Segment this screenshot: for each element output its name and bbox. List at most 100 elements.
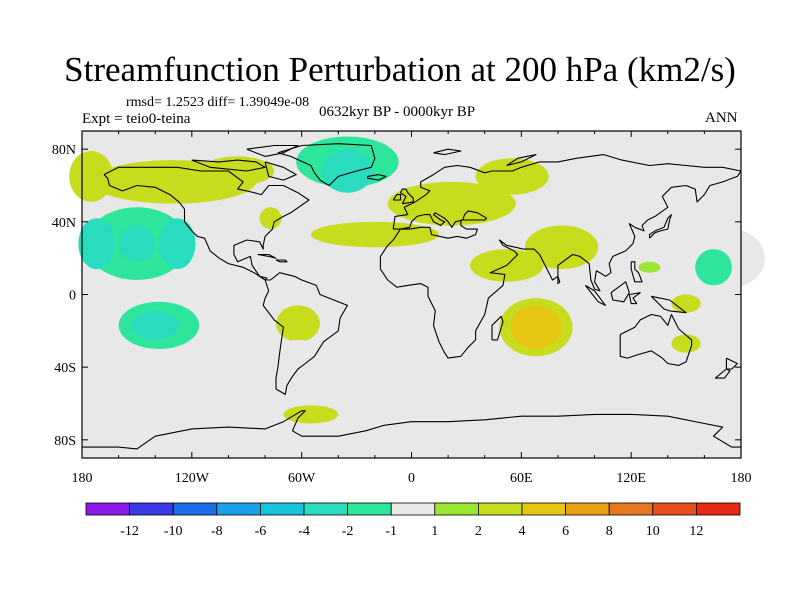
colorbar-swatch bbox=[696, 502, 741, 516]
anomaly-patch-23 bbox=[510, 305, 562, 350]
colorbar-label: 6 bbox=[562, 524, 569, 539]
coastline-novaya-zemlya bbox=[506, 154, 537, 167]
coastline-ireland bbox=[392, 194, 402, 201]
season-label: ANN bbox=[705, 110, 738, 126]
colorbar-label: -4 bbox=[298, 524, 310, 539]
period-subtitle: 0632kyr BP - 0000kyr BP bbox=[319, 104, 476, 120]
anomaly-patch-11 bbox=[276, 339, 320, 359]
coastline-australia bbox=[619, 313, 693, 366]
y-tick-label: 80N bbox=[52, 143, 76, 158]
coastline-iceland bbox=[367, 174, 387, 181]
anomaly-patch-13 bbox=[259, 207, 282, 230]
coastline-madagascar bbox=[491, 315, 504, 341]
anomaly-patch-16 bbox=[310, 221, 439, 248]
x-tick-label: 180 bbox=[72, 471, 93, 486]
colorbar-label: 8 bbox=[606, 524, 613, 539]
y-tick-label: 80S bbox=[54, 434, 76, 449]
coastline-hispaniola bbox=[275, 259, 288, 263]
coastline-antarctica bbox=[82, 410, 741, 450]
anomaly-patch-29 bbox=[634, 303, 738, 340]
anomaly-patch-5 bbox=[118, 225, 156, 262]
experiment-label: Expt = teio0-teina bbox=[82, 111, 191, 127]
colorbar-swatch bbox=[347, 502, 392, 516]
coastline-borneo bbox=[610, 281, 630, 303]
map-panel: 180 120W 60W 0 60E 120E 180 80N 40N 0 40S 80S bbox=[52, 130, 765, 486]
anomaly-patch-31 bbox=[671, 294, 701, 313]
anomaly-patch-12 bbox=[283, 405, 339, 424]
colorbar-label: 1 bbox=[431, 524, 438, 539]
coastline-eurasia-africa bbox=[379, 154, 742, 359]
colorbar-swatch bbox=[565, 502, 610, 516]
coastline-south-america bbox=[262, 272, 348, 395]
anomaly-patch-19 bbox=[557, 154, 668, 199]
coastline-north-america bbox=[103, 166, 310, 281]
coastline-ellesmere bbox=[246, 144, 299, 157]
colorbar-swatch bbox=[521, 502, 566, 516]
colorbar-label: 4 bbox=[519, 524, 526, 539]
x-tick-label: 120W bbox=[175, 471, 210, 486]
y-tick-label: 0 bbox=[69, 289, 76, 304]
anomaly-patch-6 bbox=[158, 218, 196, 270]
colorbar-label: -8 bbox=[211, 524, 223, 539]
anomaly-patch-25 bbox=[524, 225, 599, 270]
anomaly-patch-30 bbox=[671, 334, 701, 353]
colorbar-swatch bbox=[129, 502, 174, 516]
colorbar-label: 10 bbox=[646, 524, 660, 539]
colorbar-label: -12 bbox=[120, 524, 139, 539]
y-tick-label: 40S bbox=[54, 361, 76, 376]
colorbar-swatch bbox=[85, 502, 130, 516]
anomaly-patch-15 bbox=[321, 149, 374, 193]
colorbar-label: 12 bbox=[689, 524, 703, 539]
colorbar-swatch bbox=[608, 502, 654, 516]
x-tick-label: 0 bbox=[408, 471, 415, 486]
coastline-sumatra bbox=[584, 284, 607, 306]
colorbar-swatch bbox=[390, 502, 436, 516]
x-tick-label: 60W bbox=[288, 471, 316, 486]
anomaly-patch-17 bbox=[387, 181, 516, 226]
colorbar-swatch bbox=[216, 502, 261, 516]
y-tick-label: 40N bbox=[52, 216, 76, 231]
colorbar-label: -1 bbox=[385, 524, 397, 539]
x-tick-label: 120E bbox=[616, 471, 646, 486]
coastline-baffin bbox=[264, 161, 297, 181]
coastline-new-zealand bbox=[725, 357, 738, 370]
coastline-nz-south bbox=[714, 368, 731, 379]
colorbar-swatch bbox=[303, 502, 348, 516]
anomaly-patch-10 bbox=[279, 261, 324, 284]
coastline-sri-lanka bbox=[557, 276, 561, 285]
colorbar-label: 2 bbox=[475, 524, 482, 539]
anomaly-patch-21 bbox=[396, 301, 500, 331]
coastline-sri-sulawesi bbox=[628, 292, 641, 305]
colorbar-swatch bbox=[172, 502, 218, 516]
colorbar-swatch bbox=[434, 502, 479, 516]
plot-title: Streamfunction Perturbation at 200 hPa (… bbox=[64, 50, 736, 89]
stats-line: rmsd= 1.2523 diff= 1.39049e-08 bbox=[126, 95, 310, 110]
axis-ticks: 180 120W 60W 0 60E 120E 180 80N 40N 0 40S 80S bbox=[52, 131, 752, 486]
colorbar-swatch bbox=[259, 502, 305, 516]
coastline-philippines bbox=[630, 261, 643, 283]
colorbar-label: -10 bbox=[164, 524, 183, 539]
colorbar: -12 -10 -8 -6 -4 -2 -1 1 2 4 6 8 10 12 bbox=[85, 502, 741, 539]
anomaly-patch-32 bbox=[638, 261, 661, 273]
anomaly-patch-4 bbox=[78, 218, 115, 270]
coastline-layer bbox=[82, 143, 742, 450]
colorbar-label: -2 bbox=[342, 524, 354, 539]
x-tick-label: 60E bbox=[510, 471, 533, 486]
coastline-cuba bbox=[257, 253, 277, 259]
coastline-great-britain bbox=[399, 188, 414, 205]
colorbar-swatch bbox=[477, 502, 523, 516]
anomaly-patch-28 bbox=[695, 249, 732, 286]
colorbar-label: -6 bbox=[255, 524, 267, 539]
coastline-new-guinea bbox=[650, 295, 687, 314]
coastline-arctic-islands bbox=[191, 159, 266, 172]
x-tick-label: 180 bbox=[731, 471, 752, 486]
anomaly-patch-8 bbox=[131, 310, 180, 340]
coastline-japan bbox=[648, 214, 672, 239]
anomaly-patch-18 bbox=[475, 158, 549, 195]
colorbar-swatch bbox=[652, 502, 697, 516]
anomaly-patch-2 bbox=[200, 156, 275, 186]
anomaly-patch-9 bbox=[276, 305, 320, 342]
coastline-svalbard bbox=[433, 148, 462, 156]
anomaly-patch-20 bbox=[686, 149, 742, 204]
